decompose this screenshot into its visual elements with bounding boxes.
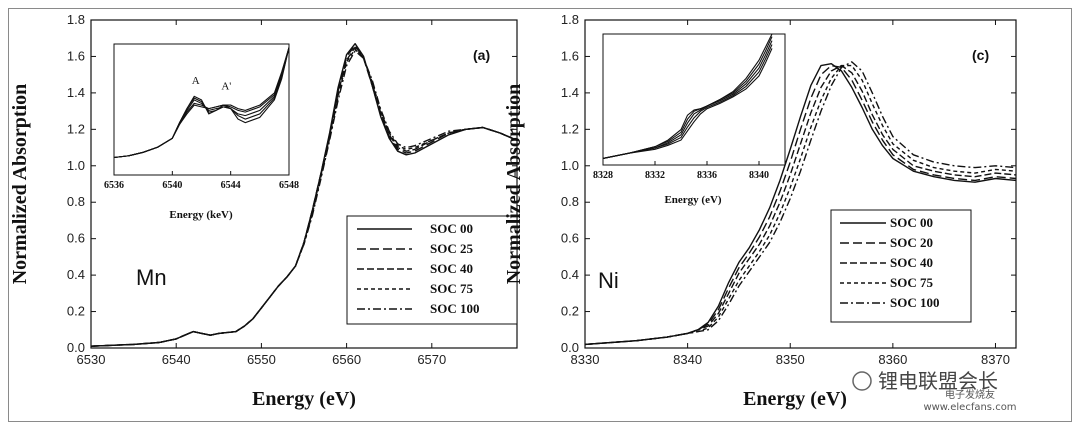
y-tick-label: 0.4 (561, 267, 579, 282)
inset-x-tick-label: 8340 (749, 170, 769, 181)
x-tick-label: 8350 (776, 352, 805, 367)
legend-entry: SOC 00 (890, 215, 933, 230)
panel-c-y-axis-label: Normalized Absorption (503, 84, 525, 285)
panel-c-tag: (c) (972, 47, 989, 63)
legend-entry: SOC 100 (430, 301, 479, 316)
series-line-soc-100 (90, 50, 518, 347)
x-tick-label: 8370 (981, 352, 1010, 367)
series-line-soc-20 (584, 64, 1017, 346)
panel-a-inset-frame (113, 43, 290, 176)
y-tick-label: 0.6 (561, 231, 579, 246)
x-tick-label: 6570 (417, 352, 446, 367)
panel-a-legend (346, 215, 518, 325)
y-tick-label: 1.2 (67, 121, 85, 136)
y-tick-label: 1.8 (67, 12, 85, 27)
y-tick-label: 1.0 (67, 158, 85, 173)
panel-a-inset-series-group (113, 47, 290, 159)
watermark-site: 电子发烧友 (945, 388, 995, 401)
y-tick-label: 1.8 (561, 12, 579, 27)
series-line-soc-00 (584, 63, 1017, 346)
inset-series-line-soc-20 (602, 36, 773, 159)
panel-c-inset-x-label: Energy (eV) (664, 194, 721, 206)
legend-entry: SOC 00 (430, 221, 473, 236)
inset-series-line-soc-100 (113, 47, 290, 159)
x-tick-label: 6560 (332, 352, 361, 367)
legend-entry: SOC 40 (890, 255, 933, 270)
series-line-soc-100 (584, 61, 1017, 346)
watermark-text: 锂电联盟会长 (878, 369, 998, 393)
series-line-soc-75 (584, 64, 1017, 346)
inset-x-tick-label: 8332 (645, 170, 665, 181)
legend-entry: SOC 20 (890, 235, 933, 250)
y-tick-label: 0.0 (67, 340, 85, 355)
y-tick-label: 0.8 (67, 194, 85, 209)
inset-series-line-soc-100 (602, 48, 773, 159)
inset-x-tick-label: 8336 (697, 170, 717, 181)
inset-series-line-soc-75 (602, 44, 773, 159)
panel-c-plot-area (584, 19, 1017, 349)
inset-x-tick-label: 8328 (593, 170, 613, 181)
panel-c-legend (830, 209, 972, 323)
y-tick-label: 1.0 (561, 158, 579, 173)
panel-a-inset-x-label: Energy (keV) (169, 209, 233, 221)
panel-a-plot-area (90, 19, 518, 349)
watermark-logo-icon (852, 371, 872, 391)
y-tick-label: 0.2 (67, 304, 85, 319)
panel-a-y-axis-label: Normalized Absorption (9, 84, 31, 285)
series-line-soc-40 (584, 64, 1017, 346)
x-tick-label: 6530 (77, 352, 106, 367)
y-tick-label: 0.8 (561, 194, 579, 209)
inset-x-tick-label: 6536 (104, 180, 124, 191)
inset-x-tick-label: 6540 (162, 180, 182, 191)
panel-a-series-group (90, 43, 518, 347)
inset-peak-annotation: A (192, 75, 200, 87)
y-tick-label: 1.2 (561, 121, 579, 136)
inset-x-tick-label: 6544 (221, 180, 241, 191)
inset-x-tick-label: 6548 (279, 180, 299, 191)
panel-a-mn: 0.0 0.2 0.4 0.6 0.8 1.0 1.2 1.4 1.6 1.8 6530 6540 6… (9, 12, 518, 410)
legend-entry: SOC 25 (430, 241, 473, 256)
y-tick-label: 1.6 (67, 48, 85, 63)
panel-a-element-label: Mn (136, 265, 167, 290)
panel-c-series-group (584, 61, 1017, 346)
y-tick-label: 1.6 (561, 48, 579, 63)
legend-entry: SOC 40 (430, 261, 473, 276)
inset-peak-annotation: A' (221, 80, 231, 92)
panel-c-element-label: Ni (598, 268, 619, 293)
y-tick-label: 1.4 (561, 85, 579, 100)
y-tick-label: 0.6 (67, 231, 85, 246)
panel-a-tag: (a) (473, 47, 490, 63)
x-tick-label: 6550 (247, 352, 276, 367)
x-tick-label: 8340 (673, 352, 702, 367)
panel-c-inset-series-group (602, 33, 773, 159)
watermark-url: www.elecfans.com (923, 402, 1016, 413)
x-tick-label: 6540 (162, 352, 191, 367)
panel-c-inset-frame (602, 33, 786, 166)
x-tick-label: 8360 (878, 352, 907, 367)
y-tick-label: 1.4 (67, 85, 85, 100)
x-tick-label: 8330 (571, 352, 600, 367)
panel-c-x-axis-label: Energy (eV) (743, 388, 847, 410)
legend-entry: SOC 75 (430, 281, 473, 296)
panel-a-x-axis-label: Energy (eV) (252, 388, 356, 410)
legend-entry: SOC 75 (890, 275, 933, 290)
y-tick-label: 0.0 (561, 340, 579, 355)
y-tick-label: 0.2 (561, 304, 579, 319)
y-tick-label: 0.4 (67, 267, 85, 282)
panel-c-ni: 0.0 0.2 0.4 0.6 0.8 1.0 1.2 1.4 1.6 1.8 8330 8340 8… (503, 12, 1017, 410)
watermark: 锂电联盟会长 www.elecfans.com 电子发烧友 (852, 369, 1017, 413)
legend-entry: SOC 100 (890, 295, 939, 310)
